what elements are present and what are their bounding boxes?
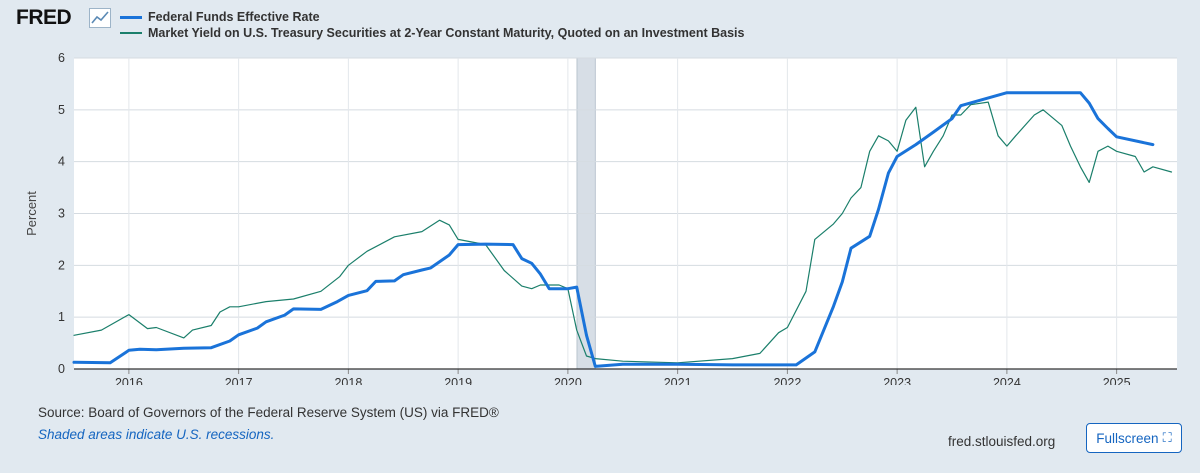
fullscreen-button-label: Fullscreen — [1096, 430, 1159, 446]
x-tick-label: 2017 — [225, 376, 253, 385]
legend-item-treasury2y[interactable]: Market Yield on U.S. Treasury Securities… — [120, 25, 744, 41]
x-tick-label: 2019 — [444, 376, 472, 385]
y-tick-label: 0 — [58, 362, 65, 376]
series-line-fedfunds — [72, 91, 1155, 368]
recession-note: Shaded areas indicate U.S. recessions. — [38, 427, 275, 442]
chart-legend: Federal Funds Effective Rate Market Yiel… — [120, 9, 744, 41]
legend-swatch-fedfunds — [120, 15, 142, 19]
legend-label-treasury2y: Market Yield on U.S. Treasury Securities… — [148, 26, 745, 40]
y-tick-label: 3 — [58, 207, 65, 221]
chart-line-icon — [89, 8, 111, 28]
fullscreen-button[interactable]: Fullscreen ⛶ — [1086, 423, 1182, 453]
legend-label-fedfunds: Federal Funds Effective Rate — [148, 10, 320, 24]
x-tick-label: 2025 — [1103, 376, 1131, 385]
y-tick-label: 2 — [58, 258, 65, 272]
fullscreen-icon: ⛶ — [1162, 430, 1172, 445]
x-tick-label: 2022 — [773, 376, 801, 385]
y-tick-label: 5 — [58, 103, 65, 117]
y-tick-label: 1 — [58, 310, 65, 324]
x-tick-label: 2020 — [554, 376, 582, 385]
x-tick-label: 2024 — [993, 376, 1021, 385]
site-url[interactable]: fred.stlouisfed.org — [948, 434, 1056, 449]
x-tick-label: 2018 — [334, 376, 362, 385]
legend-swatch-treasury2y — [120, 32, 142, 34]
legend-item-fedfunds[interactable]: Federal Funds Effective Rate — [120, 9, 744, 25]
y-tick-label: 4 — [58, 155, 65, 169]
fred-logo[interactable]: FRED — [16, 6, 72, 29]
y-axis-label: Percent — [24, 191, 39, 236]
x-tick-label: 2023 — [883, 376, 911, 385]
x-tick-label: 2016 — [115, 376, 143, 385]
line-chart[interactable]: 0 1 2 3 4 5 6 2016 2017 2018 2019 2020 2021 2022 2023 2… — [0, 40, 1200, 385]
source-note: Source: Board of Governors of the Federa… — [38, 405, 499, 420]
x-tick-label: 2021 — [664, 376, 692, 385]
y-tick-label: 6 — [58, 51, 65, 65]
series-line-treasury2y — [73, 101, 1173, 364]
